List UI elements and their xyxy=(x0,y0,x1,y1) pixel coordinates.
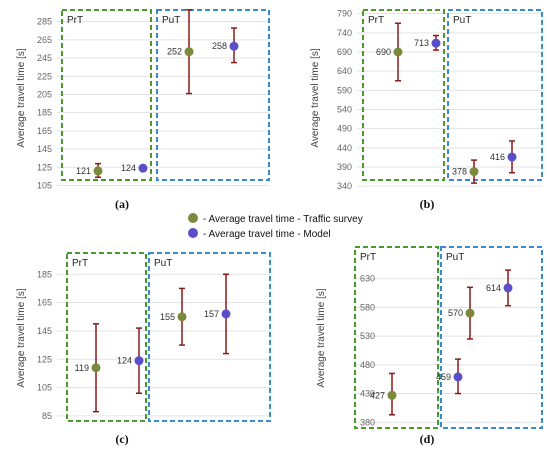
model-point xyxy=(431,38,441,48)
survey-point xyxy=(91,363,101,373)
panel-d: 380 430 480 530 580 630 Average travel time [s… xyxy=(316,246,543,446)
y-tick-label: 580 xyxy=(360,302,375,312)
y-tick-label: 340 xyxy=(337,181,352,191)
y-axis-title: Average travel time [s] xyxy=(310,48,321,148)
y-tick-label: 540 xyxy=(337,105,352,115)
y-tick-label: 105 xyxy=(37,180,52,190)
value-label: 119 xyxy=(75,363,89,373)
value-label: 690 xyxy=(376,47,391,57)
value-label: 121 xyxy=(76,166,91,176)
value-label: 713 xyxy=(414,38,429,48)
survey-point xyxy=(465,308,475,318)
model-point xyxy=(138,163,148,173)
y-tick-label: 590 xyxy=(337,85,352,95)
value-label: 258 xyxy=(212,41,227,51)
y-tick-label: 630 xyxy=(360,274,375,284)
panel-caption: (d) xyxy=(420,432,435,446)
y-tick-label: 165 xyxy=(37,126,52,136)
group-box-prt xyxy=(61,9,152,181)
legend: - Average travel time - Traffic survey -… xyxy=(188,213,363,240)
y-axis-title: Average travel time [s] xyxy=(16,288,27,388)
survey-point xyxy=(393,47,403,57)
model-point xyxy=(134,356,144,366)
y-tick-label: 285 xyxy=(37,17,52,27)
y-tick-label: 265 xyxy=(37,35,52,45)
y-tick-label: 85 xyxy=(42,411,52,421)
group-label-put: PuT xyxy=(453,15,471,26)
survey-point xyxy=(93,166,103,176)
group-label-prt: PrT xyxy=(360,252,376,263)
value-label: 427 xyxy=(370,390,385,400)
y-tick-label: 185 xyxy=(37,108,52,118)
y-tick-label: 440 xyxy=(337,143,352,153)
y-tick-label: 640 xyxy=(337,66,352,76)
group-box-put xyxy=(156,9,270,181)
model-point xyxy=(453,372,463,382)
panel-caption: (a) xyxy=(115,197,129,211)
value-label: 124 xyxy=(117,356,132,366)
y-tick-label: 145 xyxy=(37,326,52,336)
group-box-prt xyxy=(354,246,439,429)
y-tick-label: 185 xyxy=(37,269,52,279)
value-label: 124 xyxy=(121,163,136,173)
group-box-prt xyxy=(66,252,147,422)
survey-point xyxy=(177,312,187,322)
value-label: 570 xyxy=(448,308,463,318)
y-tick-label: 690 xyxy=(337,47,352,57)
value-label: 614 xyxy=(486,283,501,293)
group-label-put: PuT xyxy=(154,258,172,269)
y-tick-label: 740 xyxy=(337,28,352,38)
y-tick-label: 145 xyxy=(37,144,52,154)
group-box-prt xyxy=(362,9,445,181)
value-label: 155 xyxy=(160,312,175,322)
value-label: 252 xyxy=(167,47,182,57)
y-tick-label: 105 xyxy=(37,383,52,393)
y-tick-label: 205 xyxy=(37,89,52,99)
panel-caption: (c) xyxy=(115,432,128,446)
y-tick-label: 530 xyxy=(360,331,375,341)
y-tick-label: 245 xyxy=(37,53,52,63)
y-tick-label: 125 xyxy=(37,354,52,364)
survey-point xyxy=(469,167,479,177)
model-point xyxy=(503,283,513,293)
group-label-prt: PrT xyxy=(72,258,88,269)
value-label: 157 xyxy=(204,309,219,319)
group-label-put: PuT xyxy=(446,252,464,263)
group-box-put xyxy=(148,252,271,422)
group-label-prt: PrT xyxy=(67,15,83,26)
value-label: 378 xyxy=(452,167,467,177)
legend-model-marker xyxy=(188,228,198,238)
panel-b: 340 390 440 490 540 590 640 690 740 790 Average tr… xyxy=(310,9,543,211)
y-tick-label: 490 xyxy=(337,124,352,134)
y-tick-label: 165 xyxy=(37,298,52,308)
survey-point xyxy=(387,390,397,400)
y-tick-label: 790 xyxy=(337,9,352,19)
legend-model-label: - Average travel time - Model xyxy=(203,229,331,240)
model-point xyxy=(229,41,239,51)
y-tick-label: 125 xyxy=(37,162,52,172)
group-label-put: PuT xyxy=(162,15,180,26)
y-tick-label: 430 xyxy=(360,389,375,399)
legend-survey-marker xyxy=(188,213,198,223)
group-label-prt: PrT xyxy=(368,15,384,26)
value-label: 459 xyxy=(436,372,451,382)
model-point xyxy=(221,309,231,319)
model-point xyxy=(507,152,517,162)
y-tick-label: 225 xyxy=(37,71,52,81)
y-tick-label: 380 xyxy=(360,417,375,427)
survey-point xyxy=(184,47,194,57)
group-box-put xyxy=(440,246,543,429)
y-axis-title: Average travel time [s] xyxy=(316,288,327,388)
panel-caption: (b) xyxy=(420,197,435,211)
group-box-put xyxy=(447,9,543,181)
panel-c: 85 105 125 145 165 185 Average travel time [s]… xyxy=(16,252,271,446)
y-tick-label: 480 xyxy=(360,360,375,370)
panel-a: 105 125 145 165 185 205 225 245 265 285 Average tr… xyxy=(16,9,270,211)
y-tick-label: 390 xyxy=(337,162,352,172)
value-label: 416 xyxy=(490,152,505,162)
y-axis-title: Average travel time [s] xyxy=(16,48,27,148)
legend-survey-label: - Average travel time - Traffic survey xyxy=(203,214,363,225)
